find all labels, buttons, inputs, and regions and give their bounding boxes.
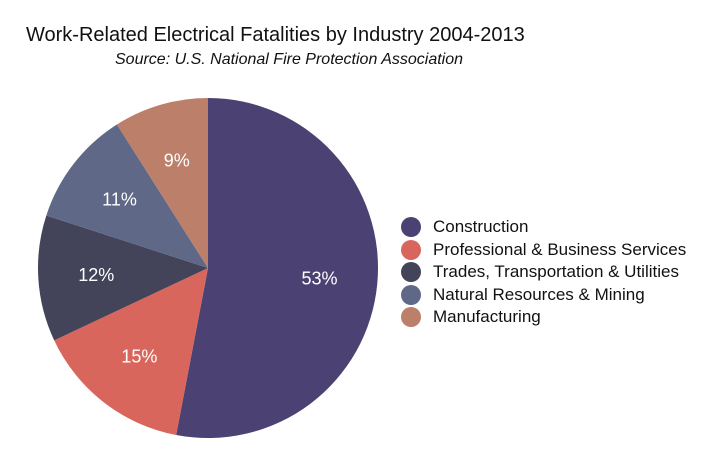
data-label: 15% xyxy=(121,346,157,366)
legend-label: Manufacturing xyxy=(433,307,541,327)
legend: Construction Professional & Business Serv… xyxy=(401,216,686,329)
pie-slice-trades-transportation-utilities xyxy=(38,215,209,341)
pie-slice-natural-resources-mining xyxy=(46,124,209,268)
legend-label: Trades, Transportation & Utilities xyxy=(433,262,679,282)
legend-swatch xyxy=(401,262,421,283)
legend-item: Trades, Transportation & Utilities xyxy=(401,261,686,284)
legend-swatch xyxy=(401,217,421,238)
data-label: 11% xyxy=(102,189,137,209)
legend-item: Professional & Business Services xyxy=(401,239,686,262)
pie-slice-construction xyxy=(176,98,379,438)
legend-item: Construction xyxy=(401,216,686,239)
legend-swatch xyxy=(401,239,421,260)
legend-label: Construction xyxy=(433,217,529,237)
data-label: 53% xyxy=(301,269,337,289)
legend-swatch xyxy=(401,284,421,305)
legend-swatch xyxy=(401,307,421,328)
data-label: 12% xyxy=(78,265,114,285)
legend-label: Professional & Business Services xyxy=(433,239,687,259)
legend-item: Natural Resources & Mining xyxy=(401,284,686,307)
pie-slice-manufacturing xyxy=(116,98,208,268)
chart-title: Work-Related Electrical Fatalities by In… xyxy=(26,24,525,46)
legend-label: Natural Resources & Mining xyxy=(433,284,645,304)
pie-slice-professional-business-services xyxy=(54,268,209,435)
data-label: 9% xyxy=(164,150,190,170)
legend-item: Manufacturing xyxy=(401,306,686,329)
chart-subtitle: Source: U.S. National Fire Protection As… xyxy=(115,51,464,68)
